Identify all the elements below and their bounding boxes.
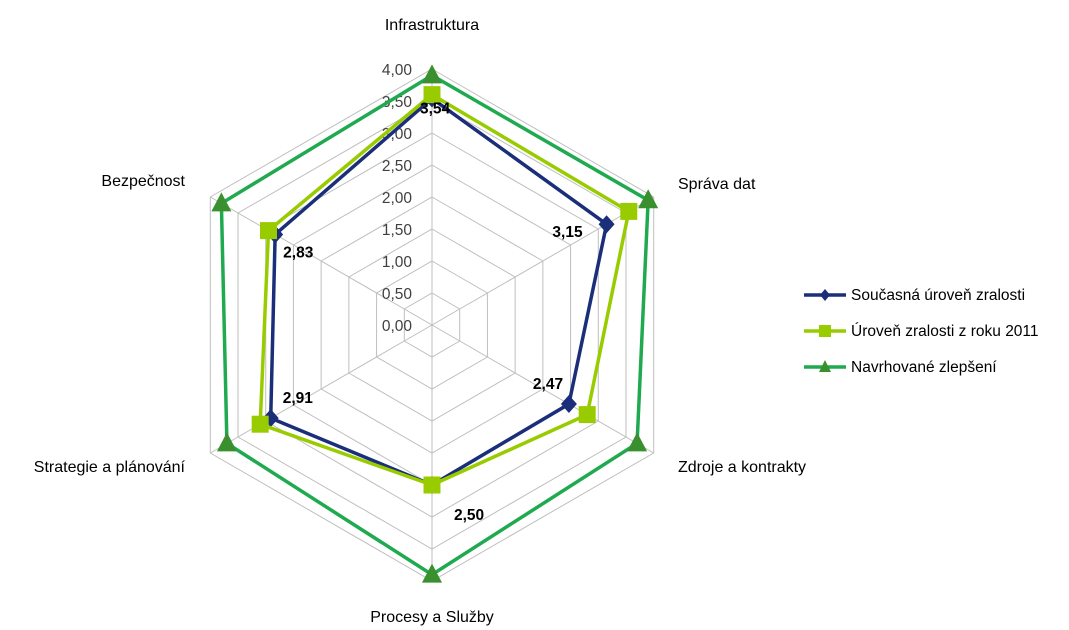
axis-label: Procesy a Služby <box>370 609 494 626</box>
data-point <box>598 215 615 234</box>
data-point <box>423 86 441 104</box>
data-point <box>560 395 577 414</box>
grid-spoke <box>210 324 433 454</box>
legend-item: Současná úroveň zralosti <box>804 287 1025 304</box>
tick-label: 2,50 <box>382 158 413 175</box>
legend-marker <box>819 360 831 372</box>
data-label: 3,15 <box>552 224 583 241</box>
tick-label: 0,50 <box>382 286 413 303</box>
data-point <box>211 192 232 212</box>
tick-label: 2,00 <box>382 190 413 207</box>
tick-label: 1,00 <box>382 254 413 271</box>
tick-label: 0,00 <box>382 318 413 335</box>
axis-labels: Infrastruktura Správa dat Zdroje a kontrak… <box>34 17 806 626</box>
axis-label: Zdroje a kontrakty <box>678 459 806 476</box>
series-2 <box>251 86 638 494</box>
axis-label: Infrastruktura <box>385 17 479 34</box>
data-point <box>422 64 442 84</box>
data-point <box>627 432 648 452</box>
legend-marker <box>819 325 831 337</box>
legend-label: Úroveň zralosti z roku 2011 <box>851 323 1039 340</box>
data-point <box>423 476 441 494</box>
tick-label: 4,00 <box>382 62 413 79</box>
tick-label: 3,50 <box>382 94 413 111</box>
series-3 <box>211 64 659 583</box>
data-label: 2,50 <box>454 507 484 524</box>
data-point <box>638 189 659 209</box>
data-point <box>251 415 269 433</box>
tick-label: 1,50 <box>382 222 413 239</box>
legend-label: Navrhované zlepšení <box>851 359 997 376</box>
data-point <box>620 202 638 220</box>
series-line <box>258 92 631 487</box>
data-label: 2,91 <box>283 390 314 407</box>
data-point <box>578 406 596 424</box>
data-point <box>422 563 442 583</box>
axis-label: Správa dat <box>678 176 756 193</box>
legend-item: Úroveň zralosti z roku 2011 <box>804 323 1039 340</box>
legend: Současná úroveň zralosti Úroveň zralosti … <box>804 287 1039 376</box>
grid-spoke <box>210 196 433 326</box>
data-point <box>216 432 237 452</box>
data-label: 2,83 <box>283 244 314 261</box>
grid-spoke <box>431 324 654 454</box>
axis-label: Strategie a plánování <box>34 459 186 476</box>
legend-label: Současná úroveň zralosti <box>851 287 1025 304</box>
axis-label: Bezpečnost <box>101 173 185 190</box>
grid-spoke <box>431 196 654 326</box>
legend-marker <box>820 289 830 301</box>
legend-item: Navrhované zlepšení <box>804 359 997 376</box>
data-point <box>259 222 277 240</box>
data-label: 2,47 <box>533 376 563 393</box>
data-labels: 3,54 3,15 2,47 2,50 2,91 2,83 <box>283 100 583 524</box>
data-label: 3,54 <box>420 100 451 117</box>
series-layer <box>211 64 659 583</box>
